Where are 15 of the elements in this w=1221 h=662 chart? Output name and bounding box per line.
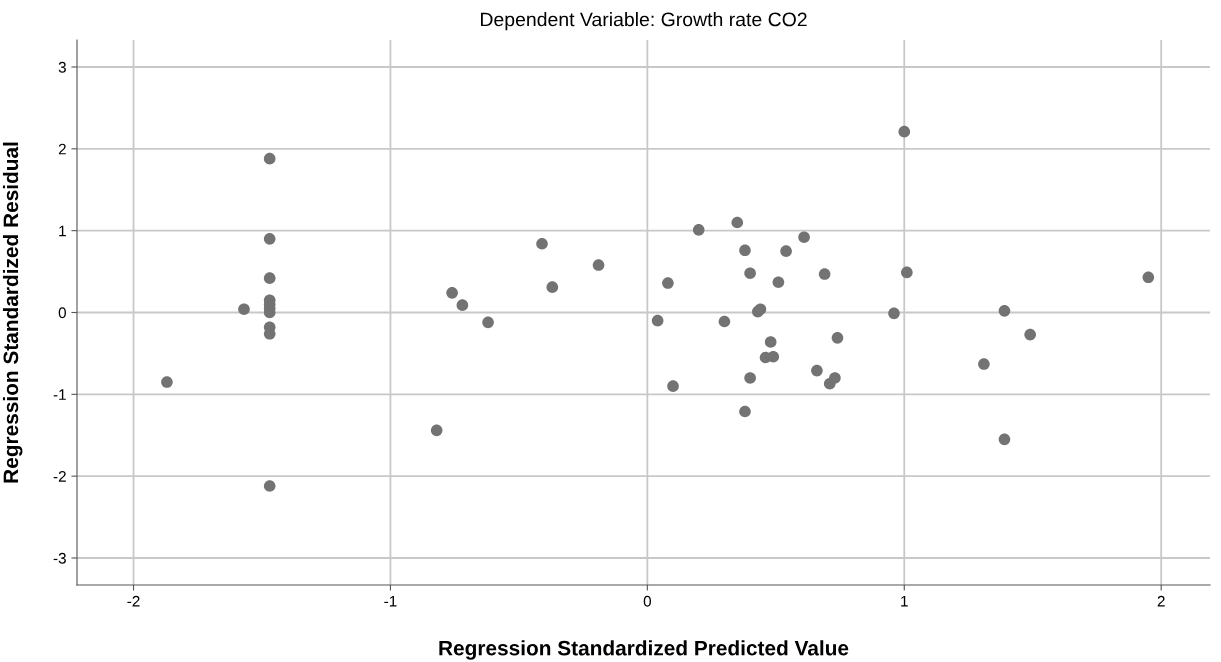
y-tick-label: 1 xyxy=(59,225,66,237)
y-axis-title: Regression Standardized Residual xyxy=(2,142,23,483)
y-tick-label: 0 xyxy=(58,307,66,319)
x-tick-label: 2 xyxy=(1157,595,1165,607)
y-tick-label: -2 xyxy=(53,471,66,482)
y-tick-label: -3 xyxy=(53,552,66,564)
y-tick-label: 2 xyxy=(58,143,66,155)
chart-title: Dependent Variable: Growth rate CO2 xyxy=(481,12,807,31)
x-tick-label: -2 xyxy=(127,595,140,607)
x-tick-label: 0 xyxy=(643,595,651,607)
x-axis-title: Regression Standardized Predicted Value xyxy=(439,640,849,660)
y-tick-label: -1 xyxy=(53,389,66,400)
x-tick-label: -1 xyxy=(384,595,397,607)
y-tick-label: 3 xyxy=(58,61,66,73)
x-tick-label: 1 xyxy=(901,595,908,607)
